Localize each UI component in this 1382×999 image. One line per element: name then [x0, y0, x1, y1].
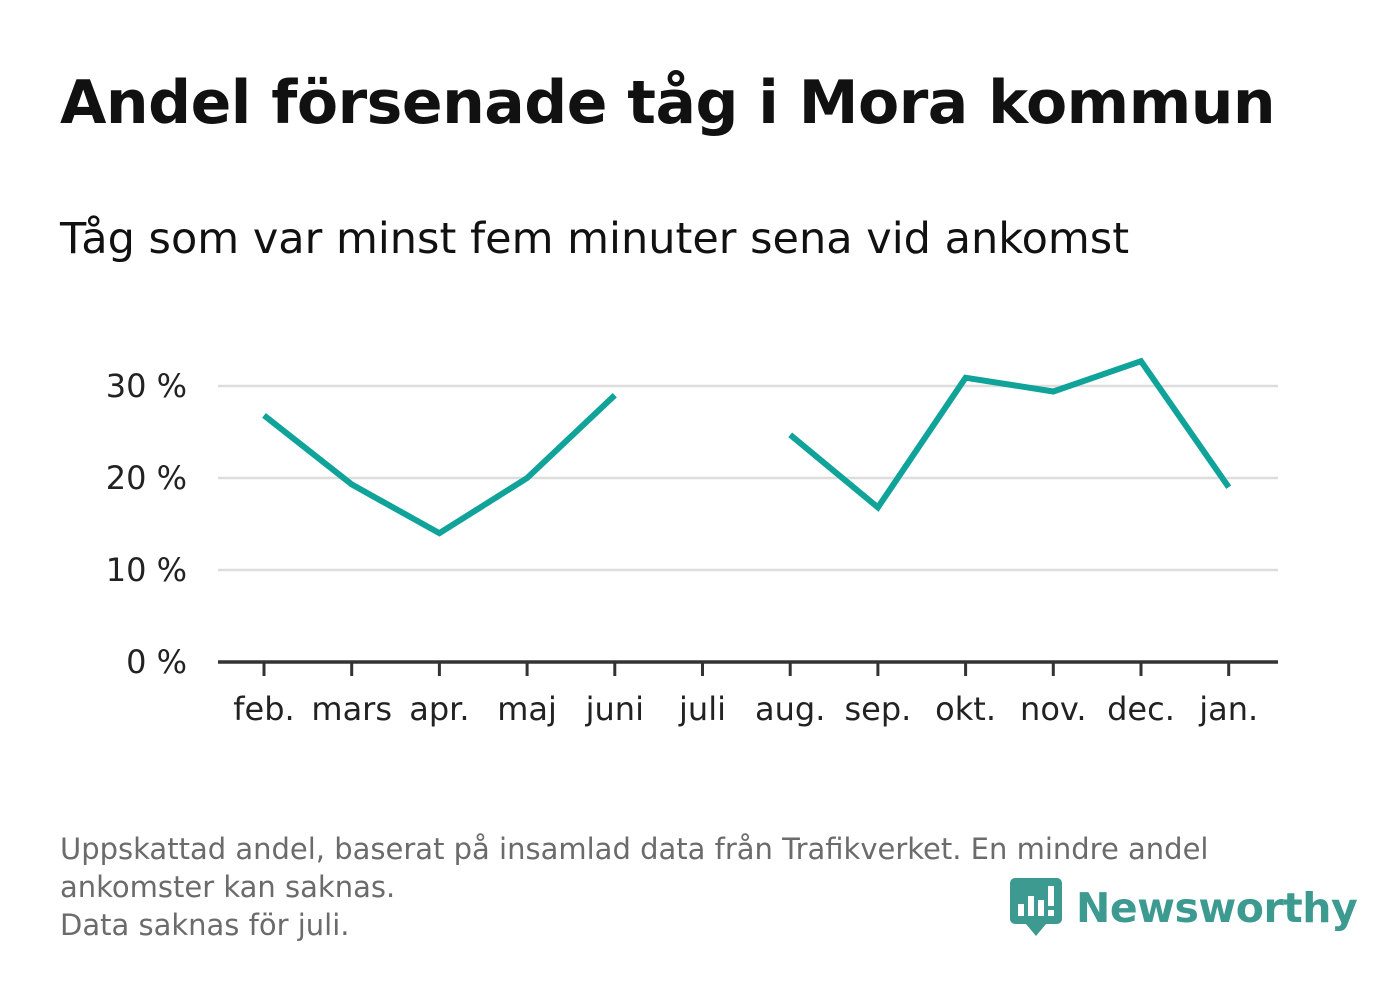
series-lines — [262, 357, 1232, 537]
x-tick-label: dec. — [1107, 690, 1175, 728]
footnote: Uppskattad andel, baserat på insamlad da… — [60, 830, 1310, 944]
y-tick-label: 20 % — [106, 459, 187, 497]
x-tick-label: juli — [678, 690, 726, 728]
footnote-line-3: Data saknas för juli. — [60, 908, 350, 942]
footnote-line-1: Uppskattad andel, baserat på insamlad da… — [60, 832, 1209, 866]
chart-title: Andel försenade tåg i Mora kommun — [60, 68, 1276, 138]
brand-logo: Newsworthy — [1010, 878, 1358, 938]
newsworthy-logo-icon — [1010, 878, 1062, 936]
y-tick-label: 0 % — [126, 643, 187, 681]
brand-name: Newsworthy — [1076, 884, 1358, 932]
x-tick-label: nov. — [1020, 690, 1086, 728]
x-tick-label: juni — [585, 690, 644, 728]
x-tick-label: aug. — [755, 690, 825, 728]
x-tick-label: sep. — [844, 690, 911, 728]
series-line — [788, 357, 1232, 512]
gridlines — [218, 384, 1278, 572]
y-tick-label: 30 % — [106, 367, 187, 405]
x-tick-label: jan. — [1198, 690, 1258, 728]
y-tick-label: 10 % — [106, 551, 187, 589]
x-tick-labels: feb. mars apr. maj juni juli aug. sep. okt. nov. d… — [233, 690, 1258, 728]
series-line — [262, 393, 617, 537]
x-tick-label: mars — [311, 690, 392, 728]
x-tick-label: feb. — [233, 690, 294, 728]
x-axis — [218, 660, 1278, 676]
x-tick-label: okt. — [935, 690, 996, 728]
x-tick-label: maj — [497, 690, 557, 728]
x-tick-label: apr. — [409, 690, 469, 728]
chart-subtitle: Tåg som var minst fem minuter sena vid a… — [60, 214, 1130, 264]
y-tick-labels: 0 % 10 % 20 % 30 % — [106, 367, 187, 681]
footnote-line-2: ankomster kan saknas. — [60, 870, 396, 904]
